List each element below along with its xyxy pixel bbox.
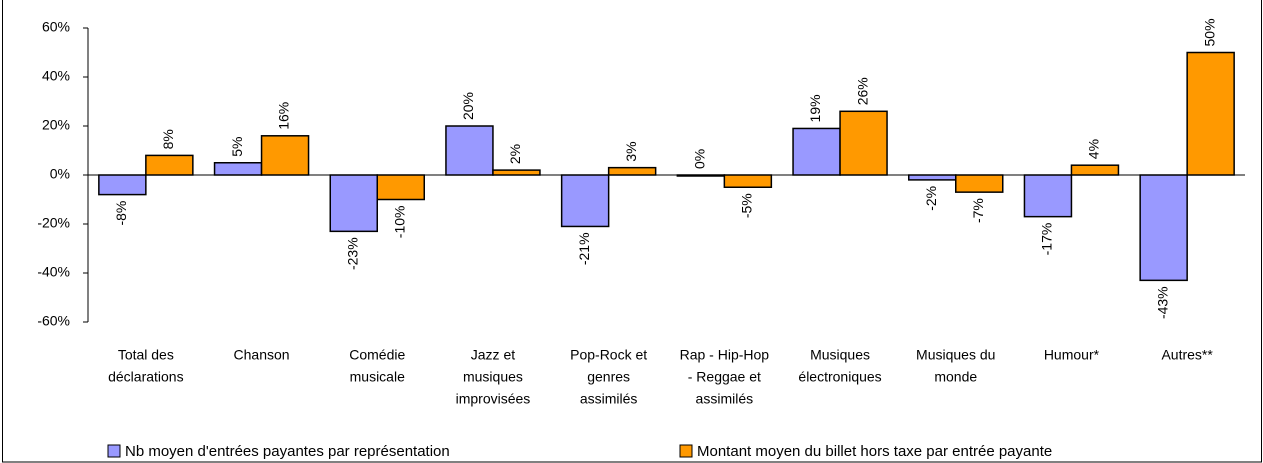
x-tick-label: Comédie — [349, 347, 405, 363]
x-tick-label: Humour* — [1044, 347, 1100, 363]
legend-label: Nb moyen d'entrées payantes par représen… — [125, 443, 450, 460]
data-label: 8% — [160, 129, 176, 149]
bar — [492, 169, 541, 176]
x-tick-label: déclarations — [108, 369, 184, 385]
bar — [1023, 174, 1073, 218]
y-tick-label: -20% — [37, 215, 70, 231]
bar — [723, 174, 773, 188]
bar — [376, 174, 425, 201]
y-tick-label: 20% — [42, 117, 70, 133]
x-tick-label: Pop-Rock et — [570, 347, 647, 363]
data-label: -43% — [1154, 286, 1170, 319]
data-label: -21% — [576, 232, 592, 265]
x-tick-label: Chanson — [234, 347, 290, 363]
bar — [260, 135, 310, 176]
y-tick-label: -40% — [37, 264, 70, 280]
x-tick-label: Autres** — [1161, 347, 1213, 363]
bar — [1139, 174, 1188, 282]
x-tick-label: improvisées — [456, 391, 531, 407]
bar — [1186, 51, 1235, 176]
data-label: -10% — [391, 206, 407, 239]
bar — [955, 174, 1004, 193]
bar — [792, 127, 841, 176]
x-tick-label: Musiques — [810, 347, 870, 363]
x-tick-label: Total des — [118, 347, 174, 363]
x-tick-label: Rap - Hip-Hop — [680, 347, 770, 363]
x-tick-label: genres — [587, 369, 630, 385]
data-label: 16% — [276, 102, 292, 130]
data-label: -2% — [923, 186, 939, 211]
y-tick-label: 60% — [42, 19, 70, 35]
x-tick-label: musiques — [463, 369, 523, 385]
data-label: 2% — [507, 144, 523, 164]
data-label: -8% — [113, 201, 129, 226]
data-label: 4% — [1086, 139, 1102, 159]
x-tick-label: - Reggae et — [688, 369, 761, 385]
x-tick-label: électroniques — [798, 369, 881, 385]
data-label: 20% — [460, 92, 476, 120]
bar — [908, 174, 957, 181]
bar — [607, 166, 657, 176]
data-label: 5% — [229, 137, 245, 157]
legend-swatch — [107, 444, 121, 458]
data-label: -7% — [970, 198, 986, 223]
x-tick-label: assimilés — [580, 391, 638, 407]
data-label: 3% — [623, 141, 639, 161]
data-label: -17% — [1039, 223, 1055, 256]
bar — [329, 174, 378, 233]
x-tick-label: assimilés — [696, 391, 754, 407]
bar — [560, 174, 610, 228]
bar — [145, 154, 194, 176]
data-label: -5% — [739, 193, 755, 218]
y-tick-label: 0% — [50, 166, 70, 182]
data-label: 26% — [854, 77, 870, 105]
data-label: 0% — [692, 149, 708, 169]
x-tick-label: musicale — [350, 369, 405, 385]
x-tick-label: Musiques du — [916, 347, 995, 363]
bar — [445, 125, 494, 176]
data-label: 50% — [1201, 18, 1217, 46]
y-tick-label: 40% — [42, 68, 70, 84]
bar — [839, 110, 888, 176]
legend-label: Montant moyen du billet hors taxe par en… — [697, 443, 1052, 460]
legend-swatch — [679, 444, 693, 458]
x-tick-label: monde — [934, 369, 977, 385]
bar — [213, 162, 263, 176]
data-label: 19% — [807, 94, 823, 122]
bar — [1070, 164, 1120, 176]
bar — [98, 174, 147, 196]
x-tick-label: Jazz et — [471, 347, 515, 363]
data-label: -23% — [344, 237, 360, 270]
y-tick-label: -60% — [37, 313, 70, 329]
